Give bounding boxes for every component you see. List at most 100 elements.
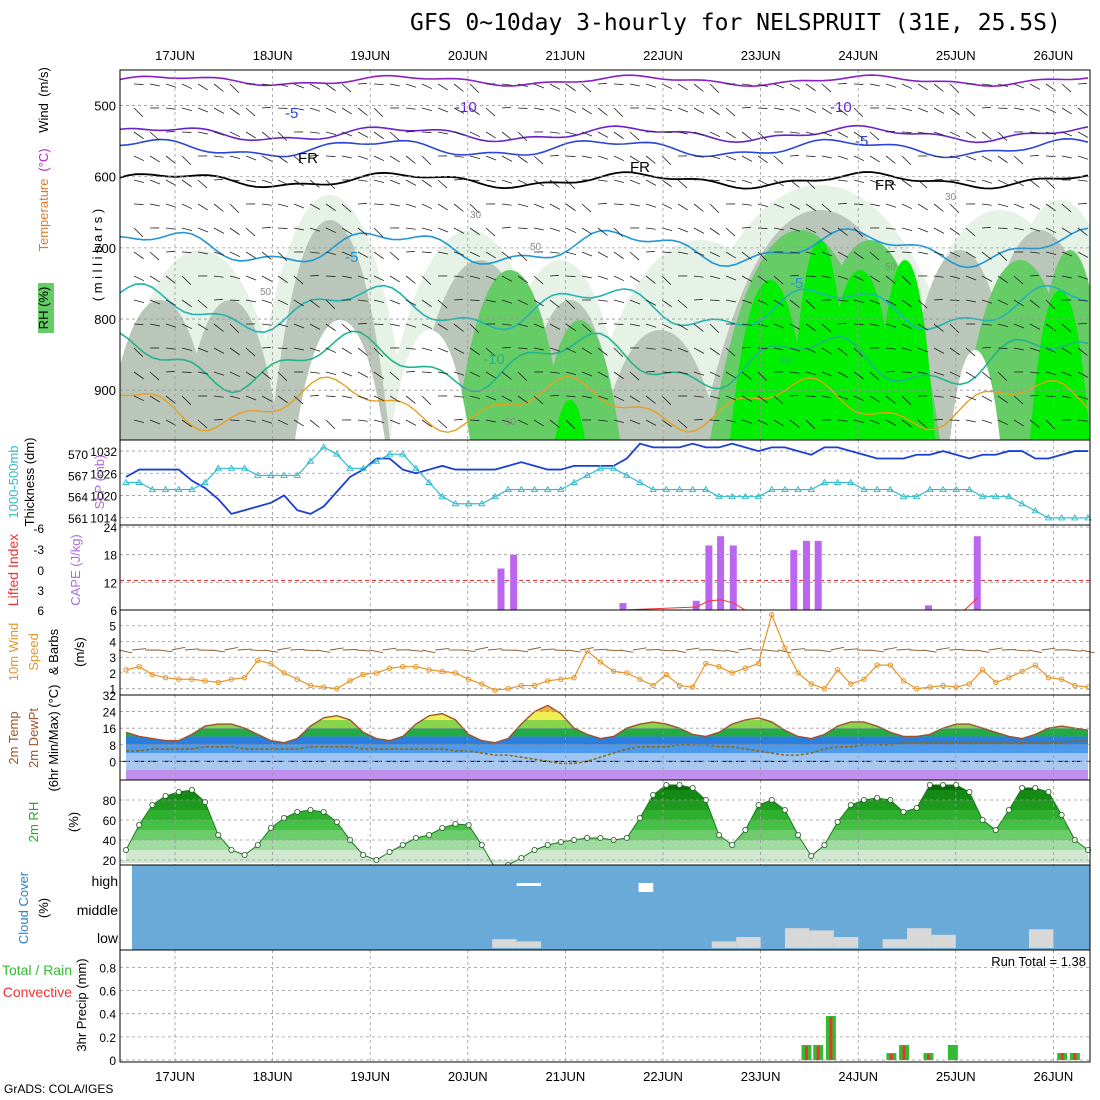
wind-barb xyxy=(485,275,497,281)
wind-barb xyxy=(917,251,928,255)
wind-barb xyxy=(565,179,576,189)
wind-barb xyxy=(261,395,273,402)
surface-wind-barb xyxy=(738,647,753,651)
wind-barb xyxy=(1045,419,1056,429)
wind-barb xyxy=(901,227,913,231)
wind-barb xyxy=(613,251,624,260)
wind-barb xyxy=(213,298,223,301)
wind-speed-label: Speed xyxy=(26,633,41,671)
rh-point xyxy=(755,802,762,809)
wind-barb xyxy=(1013,83,1025,89)
wind-barb xyxy=(597,371,609,378)
wind-barb xyxy=(1029,394,1039,397)
wind-barb xyxy=(437,107,449,113)
wind-barb xyxy=(1029,251,1040,254)
wind-barb xyxy=(229,107,240,116)
wind-barb xyxy=(949,203,960,213)
wind-barb xyxy=(133,371,144,380)
cloud-level-label: middle xyxy=(77,902,118,918)
wind-barb xyxy=(757,107,768,109)
wind-barb xyxy=(181,395,192,405)
wind-barb xyxy=(453,371,465,376)
wind-barb xyxy=(741,371,752,380)
wind-barb xyxy=(661,227,673,231)
wind-barb xyxy=(149,251,160,261)
wind-speed-point xyxy=(1045,674,1052,681)
wind-barb xyxy=(485,107,496,117)
wind-barb xyxy=(581,275,592,279)
wind-barb xyxy=(789,371,800,374)
surface-wind-barb xyxy=(184,648,199,651)
wind-barb xyxy=(1077,227,1088,236)
pressure-tick: 900 xyxy=(94,383,116,398)
thickness-point xyxy=(583,471,592,478)
wind-barb xyxy=(661,371,672,373)
precip-panel xyxy=(119,949,1091,1063)
temp-unit-label: (6hr Min/Max) (°C) xyxy=(46,684,61,791)
cape-li-panel xyxy=(119,524,1091,611)
wind-barb xyxy=(245,155,257,161)
wind-barb xyxy=(901,299,912,308)
wind-barb xyxy=(789,179,800,188)
wind-barb xyxy=(533,323,545,329)
wind-barb xyxy=(133,347,144,357)
wind-barb xyxy=(1061,251,1073,257)
wind-barb xyxy=(629,155,640,163)
wind-barb xyxy=(965,395,977,401)
wind-barb xyxy=(693,395,704,398)
wind-barb xyxy=(645,83,657,88)
wind-barb xyxy=(421,203,433,210)
wind-barb xyxy=(933,107,945,114)
wind-barb xyxy=(501,419,513,424)
thickness-point xyxy=(385,450,394,457)
wind-barb xyxy=(229,251,241,258)
wind-speed-point xyxy=(874,662,880,668)
rh-point xyxy=(821,842,828,849)
wind-barb xyxy=(229,83,240,93)
rh2m-label: 2m RH xyxy=(26,802,41,842)
wind-barb xyxy=(933,251,945,256)
wind-barb xyxy=(485,371,496,379)
wind-barb xyxy=(213,347,225,354)
surface-wind-barb xyxy=(632,647,647,651)
precip-conv-bar xyxy=(829,1017,833,1060)
wind-barb xyxy=(389,251,400,261)
wind-barb xyxy=(1045,299,1056,309)
wind-barb xyxy=(965,179,976,183)
wind-barb xyxy=(741,251,752,260)
wind-speed-point xyxy=(255,657,261,664)
contour-label: FR xyxy=(298,150,318,167)
wind-barb xyxy=(373,251,384,260)
wind-barb xyxy=(325,395,336,397)
temp-band xyxy=(126,719,1088,729)
wind-barb xyxy=(501,371,512,380)
wind-speed-point xyxy=(518,682,525,689)
slp-tick: 1014 xyxy=(90,512,117,526)
wind-barb xyxy=(357,155,369,160)
wind-barb xyxy=(373,155,385,162)
wind-barb xyxy=(165,107,176,110)
wind-speed-point xyxy=(755,660,762,667)
wind-barb xyxy=(709,347,720,356)
wind-barb xyxy=(757,371,768,381)
wind-barb xyxy=(805,107,817,114)
surface-wind-barb xyxy=(487,648,502,651)
wind-barb xyxy=(133,179,145,183)
wind-barb xyxy=(709,371,721,378)
wind-barb xyxy=(293,83,305,89)
wind-barb xyxy=(885,203,897,208)
wind-barb xyxy=(1045,227,1057,234)
wind-barb xyxy=(901,131,912,133)
wind-speed-point xyxy=(241,674,248,681)
rh-grey-area xyxy=(180,300,280,440)
wind-barb xyxy=(325,227,337,234)
low-cloud-gap xyxy=(833,937,859,948)
wind-barb xyxy=(453,131,465,136)
wind-speed-point xyxy=(294,676,301,682)
wind-barb xyxy=(1061,155,1072,159)
wind-barb xyxy=(469,323,480,333)
date-label-top: 26JUN xyxy=(1034,48,1074,63)
wind-barb xyxy=(661,299,672,308)
cape-bar xyxy=(802,540,810,610)
surface-wind-barb xyxy=(1067,649,1082,652)
